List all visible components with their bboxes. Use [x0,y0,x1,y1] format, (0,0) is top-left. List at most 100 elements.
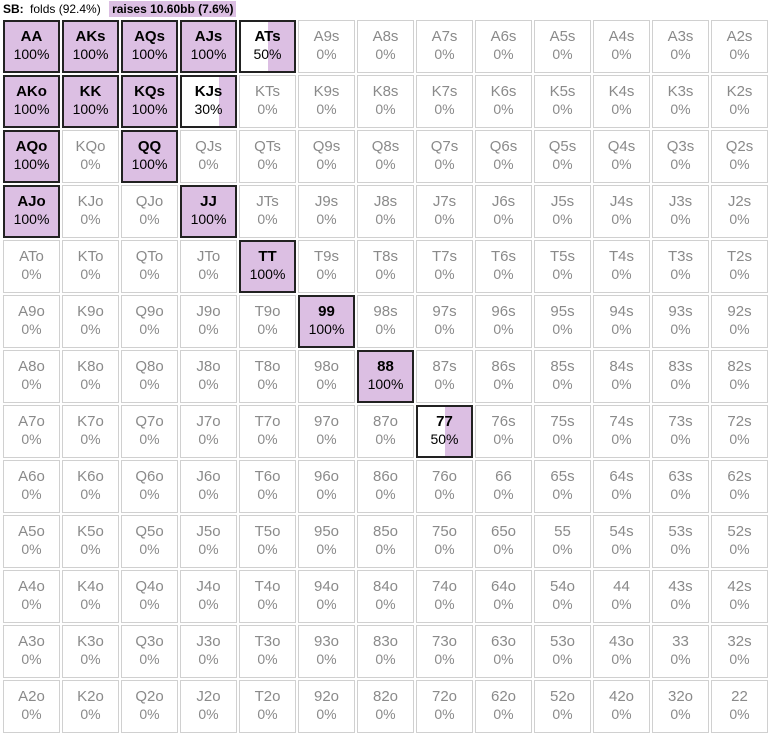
hand-cell-Q8o[interactable]: Q8o 0% [121,350,178,403]
hand-cell-88[interactable]: 88 100% [357,350,414,403]
hand-cell-A9s[interactable]: A9s 0% [298,20,355,73]
hand-cell-Q6o[interactable]: Q6o 0% [121,460,178,513]
hand-cell-62o[interactable]: 62o 0% [475,680,532,733]
hand-cell-92s[interactable]: 92s 0% [711,295,768,348]
hand-cell-K4o[interactable]: K4o 0% [62,570,119,623]
hand-cell-T7s[interactable]: T7s 0% [416,240,473,293]
hand-cell-96o[interactable]: 96o 0% [298,460,355,513]
hand-cell-94s[interactable]: 94s 0% [593,295,650,348]
hand-cell-J5s[interactable]: J5s 0% [534,185,591,238]
hand-cell-T4s[interactable]: T4s 0% [593,240,650,293]
hand-cell-52o[interactable]: 52o 0% [534,680,591,733]
hand-cell-J3o[interactable]: J3o 0% [180,625,237,678]
hand-cell-A6s[interactable]: A6s 0% [475,20,532,73]
hand-cell-93s[interactable]: 93s 0% [652,295,709,348]
hand-cell-Q8s[interactable]: Q8s 0% [357,130,414,183]
hand-cell-Q5s[interactable]: Q5s 0% [534,130,591,183]
hand-cell-J4s[interactable]: J4s 0% [593,185,650,238]
hand-cell-Q2o[interactable]: Q2o 0% [121,680,178,733]
hand-cell-77[interactable]: 77 50% [416,405,473,458]
hand-cell-Q3s[interactable]: Q3s 0% [652,130,709,183]
hand-cell-Q7o[interactable]: Q7o 0% [121,405,178,458]
hand-cell-65s[interactable]: 65s 0% [534,460,591,513]
hand-cell-22[interactable]: 22 0% [711,680,768,733]
hand-cell-98s[interactable]: 98s 0% [357,295,414,348]
hand-cell-74s[interactable]: 74s 0% [593,405,650,458]
hand-cell-T3s[interactable]: T3s 0% [652,240,709,293]
hand-cell-33[interactable]: 33 0% [652,625,709,678]
hand-cell-T8s[interactable]: T8s 0% [357,240,414,293]
hand-cell-83s[interactable]: 83s 0% [652,350,709,403]
hand-cell-76o[interactable]: 76o 0% [416,460,473,513]
hand-cell-AKs[interactable]: AKs 100% [62,20,119,73]
hand-cell-72s[interactable]: 72s 0% [711,405,768,458]
hand-cell-T6s[interactable]: T6s 0% [475,240,532,293]
hand-cell-93o[interactable]: 93o 0% [298,625,355,678]
hand-cell-62s[interactable]: 62s 0% [711,460,768,513]
hand-cell-JJ[interactable]: JJ 100% [180,185,237,238]
hand-cell-KJs[interactable]: KJs 30% [180,75,237,128]
hand-cell-A7o[interactable]: A7o 0% [3,405,60,458]
hand-cell-43s[interactable]: 43s 0% [652,570,709,623]
hand-cell-T5o[interactable]: T5o 0% [239,515,296,568]
hand-cell-84o[interactable]: 84o 0% [357,570,414,623]
hand-cell-T9s[interactable]: T9s 0% [298,240,355,293]
hand-cell-Q4o[interactable]: Q4o 0% [121,570,178,623]
hand-cell-73o[interactable]: 73o 0% [416,625,473,678]
hand-cell-82o[interactable]: 82o 0% [357,680,414,733]
hand-cell-A3s[interactable]: A3s 0% [652,20,709,73]
hand-cell-AKo[interactable]: AKo 100% [3,75,60,128]
hand-cell-A8o[interactable]: A8o 0% [3,350,60,403]
hand-cell-T2o[interactable]: T2o 0% [239,680,296,733]
hand-cell-64o[interactable]: 64o 0% [475,570,532,623]
hand-cell-T9o[interactable]: T9o 0% [239,295,296,348]
hand-cell-52s[interactable]: 52s 0% [711,515,768,568]
hand-cell-KK[interactable]: KK 100% [62,75,119,128]
hand-cell-K2o[interactable]: K2o 0% [62,680,119,733]
hand-cell-A4o[interactable]: A4o 0% [3,570,60,623]
hand-cell-94o[interactable]: 94o 0% [298,570,355,623]
hand-cell-73s[interactable]: 73s 0% [652,405,709,458]
hand-cell-98o[interactable]: 98o 0% [298,350,355,403]
hand-cell-97s[interactable]: 97s 0% [416,295,473,348]
hand-cell-K8o[interactable]: K8o 0% [62,350,119,403]
hand-cell-A7s[interactable]: A7s 0% [416,20,473,73]
hand-cell-QJo[interactable]: QJo 0% [121,185,178,238]
hand-cell-84s[interactable]: 84s 0% [593,350,650,403]
hand-cell-76s[interactable]: 76s 0% [475,405,532,458]
hand-cell-75s[interactable]: 75s 0% [534,405,591,458]
hand-cell-87o[interactable]: 87o 0% [357,405,414,458]
hand-cell-A4s[interactable]: A4s 0% [593,20,650,73]
hand-cell-AQs[interactable]: AQs 100% [121,20,178,73]
hand-cell-66[interactable]: 66 0% [475,460,532,513]
hand-cell-T5s[interactable]: T5s 0% [534,240,591,293]
hand-cell-ATo[interactable]: ATo 0% [3,240,60,293]
hand-cell-KQs[interactable]: KQs 100% [121,75,178,128]
hand-cell-K9o[interactable]: K9o 0% [62,295,119,348]
hand-cell-A2s[interactable]: A2s 0% [711,20,768,73]
hand-cell-85o[interactable]: 85o 0% [357,515,414,568]
hand-cell-J6o[interactable]: J6o 0% [180,460,237,513]
hand-cell-J9o[interactable]: J9o 0% [180,295,237,348]
hand-cell-53s[interactable]: 53s 0% [652,515,709,568]
hand-cell-K8s[interactable]: K8s 0% [357,75,414,128]
hand-cell-65o[interactable]: 65o 0% [475,515,532,568]
hand-cell-J7o[interactable]: J7o 0% [180,405,237,458]
hand-cell-86o[interactable]: 86o 0% [357,460,414,513]
hand-cell-T4o[interactable]: T4o 0% [239,570,296,623]
hand-cell-T2s[interactable]: T2s 0% [711,240,768,293]
hand-cell-AJo[interactable]: AJo 100% [3,185,60,238]
hand-cell-J7s[interactable]: J7s 0% [416,185,473,238]
hand-cell-KQo[interactable]: KQo 0% [62,130,119,183]
hand-cell-QJs[interactable]: QJs 0% [180,130,237,183]
hand-cell-75o[interactable]: 75o 0% [416,515,473,568]
hand-cell-72o[interactable]: 72o 0% [416,680,473,733]
hand-cell-92o[interactable]: 92o 0% [298,680,355,733]
hand-cell-AA[interactable]: AA 100% [3,20,60,73]
hand-cell-A5s[interactable]: A5s 0% [534,20,591,73]
hand-cell-Q6s[interactable]: Q6s 0% [475,130,532,183]
hand-cell-97o[interactable]: 97o 0% [298,405,355,458]
hand-cell-A8s[interactable]: A8s 0% [357,20,414,73]
hand-cell-K4s[interactable]: K4s 0% [593,75,650,128]
hand-cell-A9o[interactable]: A9o 0% [3,295,60,348]
